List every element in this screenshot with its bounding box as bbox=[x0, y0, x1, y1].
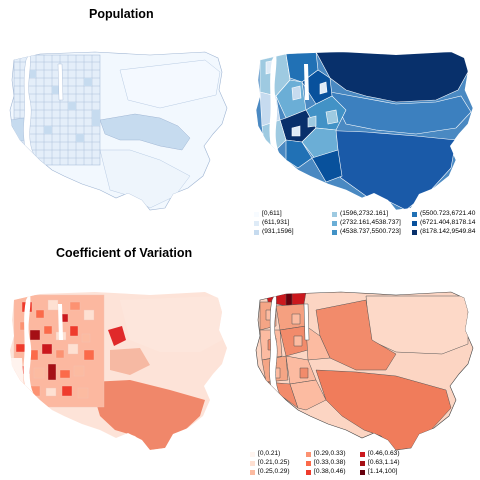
population-legend-item: (5500.723,6721.40 bbox=[412, 210, 475, 218]
cov-legend-item: [0.46,0.63) bbox=[360, 450, 400, 458]
population-legend-item: (931,1596] bbox=[254, 228, 294, 236]
legend-swatch bbox=[306, 451, 311, 457]
cov-legend-item: [0.63,1.14) bbox=[360, 459, 400, 467]
legend-label: (611,931] bbox=[262, 218, 290, 226]
cov-legend-item: [0.29,0.33) bbox=[306, 450, 346, 458]
legend-swatch bbox=[254, 220, 259, 226]
legend-swatch bbox=[332, 220, 337, 226]
population-legend-item: (1596,2732.161] bbox=[332, 210, 388, 218]
legend-swatch bbox=[412, 229, 417, 235]
population-map-light bbox=[9, 51, 228, 211]
population-legend-item: (8178.142,9549.84 bbox=[412, 228, 475, 236]
legend-label: [0.25,0.29) bbox=[258, 467, 290, 475]
legend-swatch bbox=[332, 229, 337, 235]
cov-legend-item: [0.38,0.46) bbox=[306, 468, 346, 476]
legend-label: [0.46,0.63) bbox=[368, 449, 400, 457]
legend-swatch bbox=[360, 460, 365, 466]
population-legend-item: (2732.161,4538.737] bbox=[332, 219, 401, 227]
legend-label: [0.63,1.14) bbox=[368, 458, 400, 466]
legend-swatch bbox=[306, 469, 311, 475]
population-title: Population bbox=[89, 7, 154, 21]
legend-label: [0,611] bbox=[262, 209, 282, 217]
population-legend-item: (611,931] bbox=[254, 219, 289, 227]
population-map-quantile bbox=[255, 51, 474, 211]
cov-map-continuous bbox=[10, 292, 227, 450]
legend-label: [0.38,0.46) bbox=[314, 467, 346, 475]
legend-label: (1596,2732.161] bbox=[340, 209, 389, 217]
legend-swatch bbox=[250, 451, 255, 457]
cov-legend: [0,0.21) [0.21,0.25) [0.25,0.29) [0.29,0… bbox=[250, 450, 480, 478]
legend-swatch bbox=[332, 211, 337, 217]
cov-legend-item: [0.21,0.25) bbox=[250, 459, 290, 467]
population-legend-item: (4538.737,5500.723] bbox=[332, 228, 401, 236]
legend-swatch bbox=[254, 229, 259, 235]
cov-map-quantile bbox=[255, 291, 474, 451]
legend-label: [1.14,100] bbox=[368, 467, 398, 475]
legend-swatch bbox=[412, 220, 417, 226]
cov-legend-item: [0.33,0.38) bbox=[306, 459, 346, 467]
legend-swatch bbox=[306, 460, 311, 466]
population-legend: [0,611] (611,931] (931,1596] (1596,2732.… bbox=[254, 210, 480, 238]
legend-label: (8178.142,9549.84 bbox=[420, 227, 476, 235]
cov-legend-item: [1.14,100] bbox=[360, 468, 397, 476]
legend-label: [0.33,0.38) bbox=[314, 458, 346, 466]
cov-legend-item: [0.25,0.29) bbox=[250, 468, 290, 476]
cov-title: Coefficient of Variation bbox=[56, 246, 193, 260]
legend-swatch bbox=[254, 211, 259, 217]
population-legend-item: [0,611] bbox=[254, 210, 282, 218]
legend-label: [0,0.21) bbox=[258, 449, 281, 457]
legend-label: [0.21,0.25) bbox=[258, 458, 290, 466]
legend-swatch bbox=[250, 460, 255, 466]
legend-swatch bbox=[412, 211, 417, 217]
cov-legend-item: [0,0.21) bbox=[250, 450, 280, 458]
legend-label: (2732.161,4538.737] bbox=[340, 218, 401, 226]
population-legend-item: (6721.404,8178.14 bbox=[412, 219, 475, 227]
legend-label: (5500.723,6721.40 bbox=[420, 209, 476, 217]
legend-label: (931,1596] bbox=[262, 227, 294, 235]
legend-swatch bbox=[360, 451, 365, 457]
legend-label: [0.29,0.33) bbox=[314, 449, 346, 457]
legend-label: (4538.737,5500.723] bbox=[340, 227, 401, 235]
legend-swatch bbox=[250, 469, 255, 475]
legend-label: (6721.404,8178.14 bbox=[420, 218, 476, 226]
legend-swatch bbox=[360, 469, 365, 475]
